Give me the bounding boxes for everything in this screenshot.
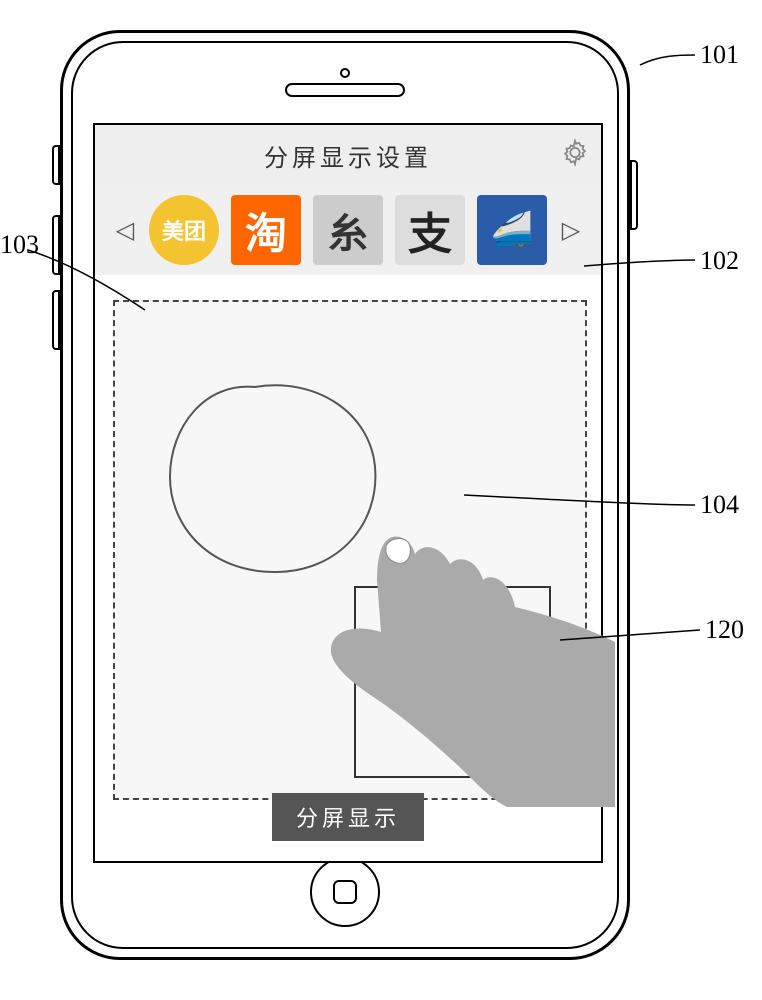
app-icon-3[interactable]: 支 — [395, 195, 465, 265]
scroll-right-button[interactable]: ▷ — [561, 216, 581, 245]
hand-illustration — [331, 536, 615, 807]
side-button-voldown — [52, 290, 60, 350]
app-icon-1[interactable]: 淘 — [231, 195, 301, 265]
page-title: 分屏显示设置 — [264, 138, 432, 173]
canvas-svg — [115, 302, 589, 802]
app-icon-4[interactable]: 🚄 — [477, 195, 547, 265]
app-selector-row: ◁ 美团 淘糸支 🚄 ▷ — [95, 185, 601, 275]
header-bar: 分屏显示设置 — [95, 125, 601, 185]
app-icon-label: 淘 — [245, 200, 287, 261]
app-icon-label: 支 — [408, 198, 452, 262]
fingernail — [386, 539, 410, 564]
gear-icon — [561, 139, 589, 167]
scroll-left-button[interactable]: ◁ — [115, 216, 135, 245]
camera-dot — [340, 68, 350, 78]
app-icon-label: 糸 — [328, 201, 368, 259]
app-icon-2[interactable]: 糸 — [313, 195, 383, 265]
earpiece-speaker — [285, 83, 405, 97]
callout-103: 103 — [0, 230, 39, 260]
phone-body: 分屏显示设置 ◁ 美团 淘糸支 🚄 ▷ — [60, 30, 630, 960]
callout-104: 104 — [700, 490, 739, 520]
app-icon-label: 🚄 — [491, 210, 533, 250]
drawn-shape-1 — [170, 385, 375, 572]
side-button-volup — [52, 215, 60, 275]
side-button-power — [630, 160, 638, 230]
side-button-mute — [52, 145, 60, 185]
split-screen-button-label: 分屏显示 — [296, 806, 400, 831]
app-icon-label: 美团 — [162, 214, 206, 246]
app-icon-0[interactable]: 美团 — [149, 195, 219, 265]
patent-figure: 分屏显示设置 ◁ 美团 淘糸支 🚄 ▷ — [0, 0, 762, 1000]
split-screen-button[interactable]: 分屏显示 — [272, 793, 424, 841]
callout-120: 120 — [705, 615, 744, 645]
callout-102: 102 — [700, 246, 739, 276]
settings-gear-button[interactable] — [561, 139, 589, 172]
home-button-icon — [333, 880, 357, 904]
home-button[interactable] — [310, 857, 380, 927]
phone-screen: 分屏显示设置 ◁ 美团 淘糸支 🚄 ▷ — [93, 123, 603, 863]
drawing-canvas[interactable] — [113, 300, 587, 800]
callout-101: 101 — [700, 40, 739, 70]
